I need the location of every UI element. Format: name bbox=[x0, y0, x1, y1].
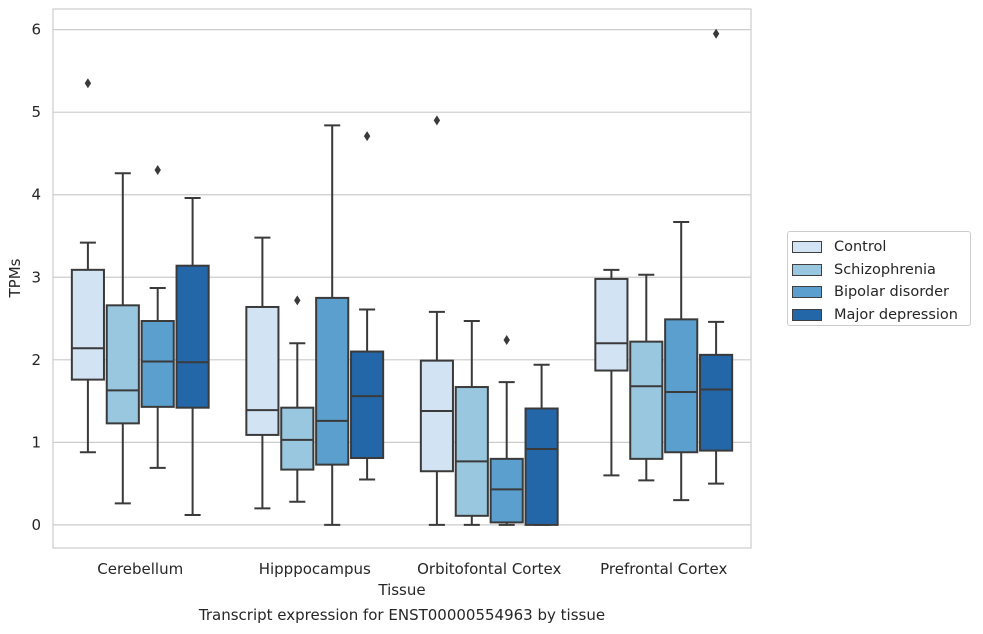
box-body bbox=[245, 305, 280, 436]
box-body bbox=[70, 268, 105, 381]
box-3-0 bbox=[594, 268, 629, 477]
legend-label: Schizophrenia bbox=[834, 261, 936, 278]
box-3-3 bbox=[699, 28, 734, 485]
box-0-2 bbox=[140, 164, 175, 469]
box-2-2 bbox=[489, 334, 524, 526]
outlier-point bbox=[503, 334, 510, 345]
outlier-point bbox=[433, 115, 441, 126]
box-1-0 bbox=[245, 236, 280, 510]
box-2-1 bbox=[454, 320, 489, 526]
y-tick-labels: 0 1 2 3 4 5 6 bbox=[31, 21, 41, 534]
outlier-point bbox=[294, 295, 301, 306]
figure-caption: Transcript expression for ENST0000055496… bbox=[198, 606, 606, 624]
box-series bbox=[70, 28, 734, 526]
x-tick-labels: Cerebellum Hipppocampus Orbitofontal Corte… bbox=[97, 560, 727, 578]
legend-item: Bipolar disorder bbox=[792, 281, 970, 304]
y-tick-label: 2 bbox=[31, 351, 41, 369]
y-tick-label: 3 bbox=[31, 268, 41, 286]
legend-swatch bbox=[792, 241, 822, 254]
box-body bbox=[140, 320, 175, 408]
legend-item: Control bbox=[792, 236, 970, 259]
box-body bbox=[315, 296, 350, 466]
y-tick-label: 1 bbox=[31, 433, 41, 451]
legend-label: Control bbox=[834, 239, 887, 256]
box-body bbox=[524, 407, 559, 526]
legend-label: Major depression bbox=[834, 306, 958, 323]
box-1-2 bbox=[315, 124, 350, 526]
y-tick-label: 5 bbox=[31, 103, 41, 121]
legend-swatch bbox=[792, 263, 822, 276]
box-body bbox=[489, 457, 524, 524]
box-body bbox=[629, 340, 664, 460]
box-2-0 bbox=[419, 115, 454, 526]
x-axis-label: Tissue bbox=[377, 581, 425, 599]
box-3-2 bbox=[664, 220, 699, 502]
outlier-point bbox=[154, 164, 161, 175]
box-2-3 bbox=[524, 363, 559, 526]
x-tick-label: Cerebellum bbox=[97, 560, 183, 578]
box-body bbox=[699, 353, 734, 452]
legend-label: Bipolar disorder bbox=[834, 284, 949, 301]
x-tick-label: Prefrontal Cortex bbox=[600, 560, 727, 578]
box-body bbox=[594, 277, 629, 372]
legend-swatch bbox=[792, 308, 822, 321]
x-tick-label: Orbitofontal Cortex bbox=[417, 560, 561, 578]
box-body bbox=[419, 359, 454, 473]
box-3-1 bbox=[629, 273, 664, 482]
box-1-1 bbox=[280, 295, 315, 503]
box-body bbox=[350, 350, 385, 460]
x-tick-label: Hipppocampus bbox=[259, 560, 371, 578]
legend-item: Major depression bbox=[792, 304, 970, 327]
box-0-3 bbox=[175, 197, 210, 516]
y-tick-label: 0 bbox=[31, 516, 41, 534]
y-tick-label: 4 bbox=[31, 186, 41, 204]
legend-swatch bbox=[792, 286, 822, 299]
box-1-3 bbox=[350, 131, 385, 481]
outlier-point bbox=[84, 78, 92, 89]
outlier-point bbox=[363, 131, 371, 142]
y-tick-label: 6 bbox=[31, 21, 41, 39]
box-0-0 bbox=[70, 78, 105, 454]
box-body bbox=[175, 264, 210, 409]
outlier-point bbox=[712, 28, 720, 39]
box-body bbox=[105, 304, 140, 425]
box-body bbox=[664, 318, 699, 454]
legend: Control Schizophrenia Bipolar disorder Majo… bbox=[787, 231, 971, 326]
box-0-1 bbox=[105, 172, 140, 505]
box-body bbox=[454, 386, 489, 517]
box-body bbox=[280, 406, 315, 471]
y-axis-label: TPMs bbox=[6, 258, 24, 298]
legend-item: Schizophrenia bbox=[792, 259, 970, 282]
plot-border bbox=[52, 8, 752, 549]
